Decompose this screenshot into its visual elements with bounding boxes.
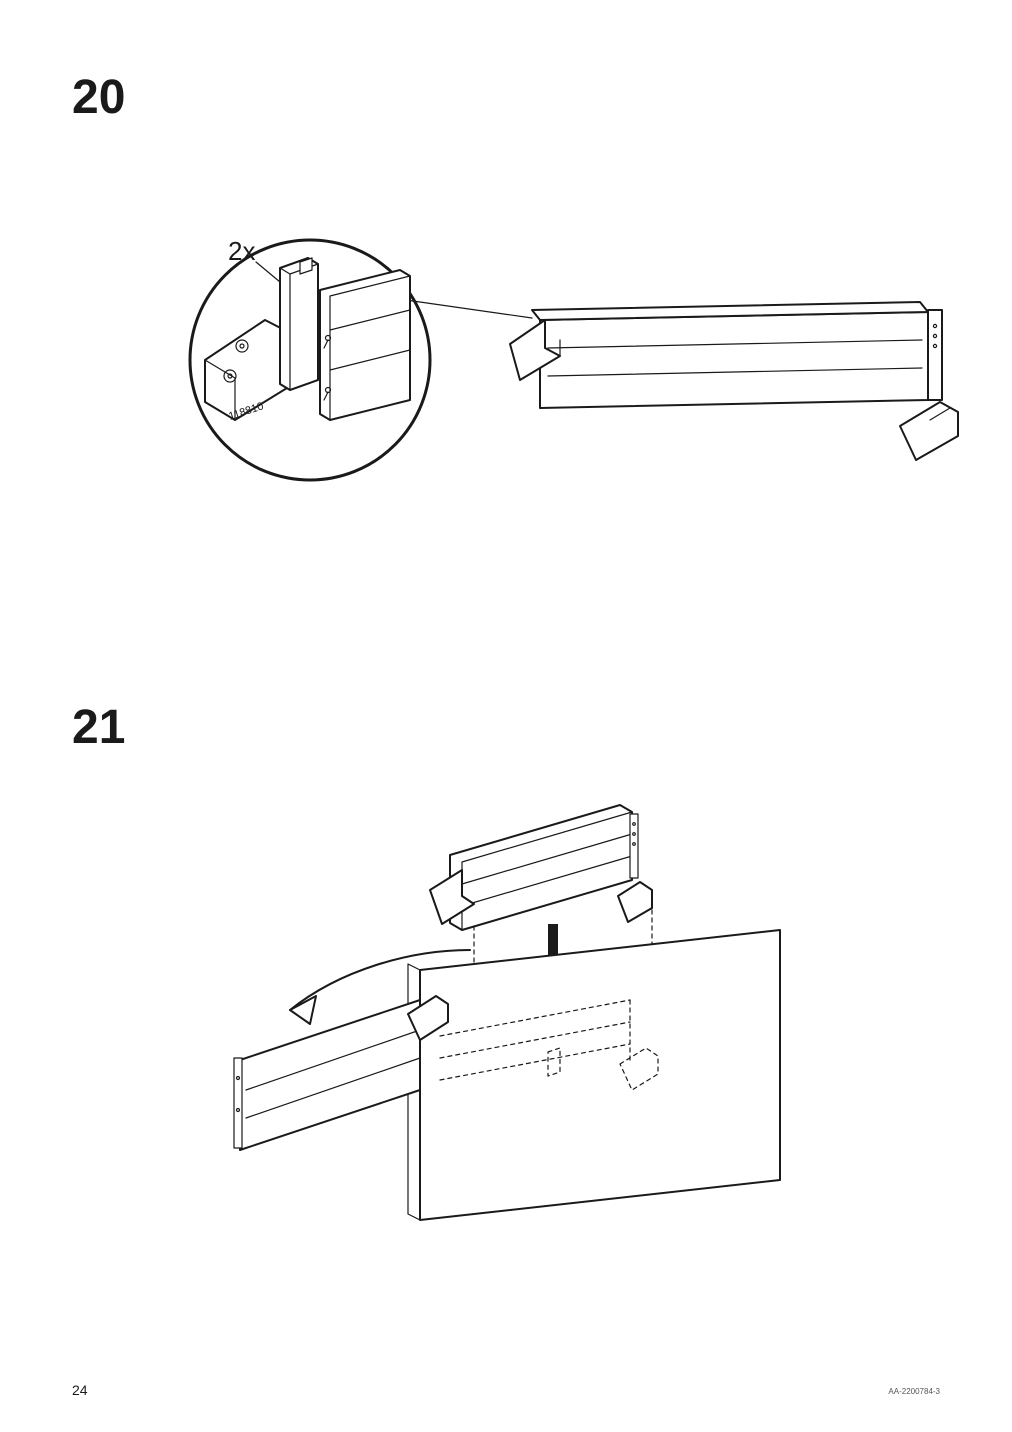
rail-upper [430, 805, 652, 930]
document-id: AA-2200784-3 [888, 1387, 940, 1396]
step-number-20: 20 [72, 70, 125, 125]
diagram-step-21 [220, 800, 820, 1260]
instruction-page: 20 21 [0, 0, 1012, 1432]
step-number-21: 21 [72, 700, 125, 755]
rail-assembly [510, 302, 958, 460]
callout-2x: 2x [228, 236, 255, 266]
diagram-step-20: 118810 2x [150, 230, 970, 490]
callout-circle: 118810 [190, 240, 532, 480]
rail-left-mounted [234, 996, 448, 1150]
page-number: 24 [72, 1382, 88, 1398]
rail-end-detail [320, 270, 410, 420]
